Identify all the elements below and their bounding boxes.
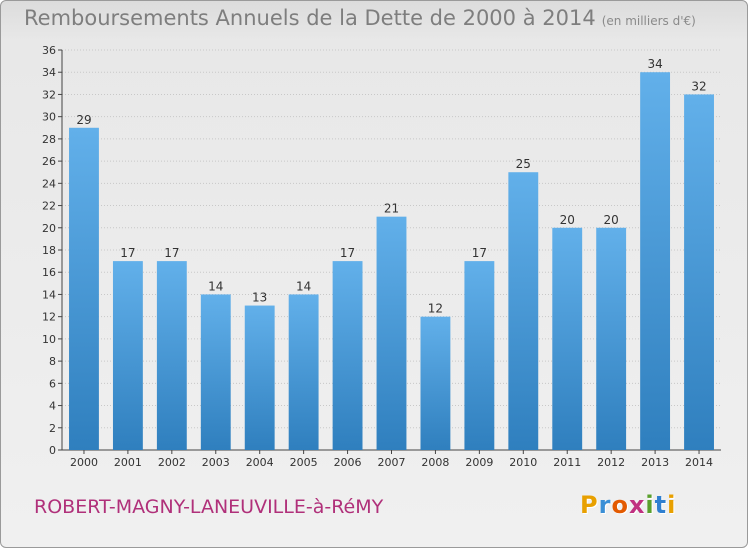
y-tick-label: 8 — [49, 355, 56, 368]
y-tick-label: 32 — [42, 88, 56, 101]
y-tick-label: 4 — [49, 400, 56, 413]
logo-letter: i — [667, 491, 677, 519]
bar-value-label: 17 — [340, 246, 355, 260]
bar-value-label: 13 — [252, 291, 267, 305]
chart-subtitle: (en milliers d'€) — [601, 14, 696, 28]
y-tick-label: 34 — [42, 66, 56, 79]
x-tick-label: 2011 — [553, 456, 581, 469]
bar-value-label: 14 — [296, 279, 311, 293]
bar — [464, 261, 495, 450]
bar — [156, 261, 187, 450]
y-tick-label: 18 — [42, 244, 56, 257]
chart-title: Remboursements Annuels de la Dette de 20… — [24, 6, 696, 30]
x-tick-label: 2004 — [246, 456, 274, 469]
y-tick-label: 0 — [49, 444, 56, 457]
bar — [640, 72, 671, 450]
bar — [684, 94, 714, 450]
bar-value-label: 17 — [120, 246, 135, 260]
y-tick-label: 12 — [42, 311, 56, 324]
chart-title-text: Remboursements Annuels de la Dette de 20… — [24, 6, 596, 30]
bar — [552, 227, 583, 450]
x-tick-label: 2012 — [597, 456, 625, 469]
x-tick-label: 2001 — [114, 456, 142, 469]
y-tick-label: 20 — [42, 222, 56, 235]
logo-letter: t — [654, 491, 668, 519]
bar — [200, 294, 231, 450]
bar-value-label: 25 — [516, 157, 531, 171]
y-tick-label: 16 — [42, 266, 56, 279]
bar — [112, 261, 143, 450]
bar-value-label: 12 — [428, 302, 443, 316]
bar-value-label: 21 — [384, 202, 399, 216]
bar — [332, 261, 363, 450]
x-tick-label: 2005 — [290, 456, 318, 469]
bar — [244, 305, 275, 450]
bar-value-label: 34 — [647, 57, 662, 71]
bar — [69, 127, 99, 451]
bar — [420, 316, 451, 450]
x-tick-label: 2009 — [465, 456, 493, 469]
x-tick-label: 2006 — [334, 456, 362, 469]
bar-value-label: 29 — [76, 113, 91, 127]
y-tick-label: 14 — [42, 288, 56, 301]
x-tick-label: 2010 — [509, 456, 537, 469]
logo-letter: i — [645, 491, 655, 519]
bar-value-label: 17 — [164, 246, 179, 260]
x-tick-label: 2000 — [70, 456, 98, 469]
proxiti-logo: Proxiti — [580, 491, 676, 519]
x-tick-label: 2002 — [158, 456, 186, 469]
bar — [376, 216, 407, 450]
logo-letter: o — [611, 491, 629, 519]
bar — [596, 227, 627, 450]
y-tick-label: 24 — [42, 177, 56, 190]
town-name: ROBERT-MAGNY-LANEUVILLE-à-RéMY — [34, 496, 384, 518]
y-tick-label: 22 — [42, 200, 56, 213]
x-tick-label: 2007 — [378, 456, 406, 469]
y-tick-label: 10 — [42, 333, 56, 346]
x-tick-label: 2014 — [685, 456, 713, 469]
x-tick-label: 2008 — [421, 456, 449, 469]
bar — [508, 172, 539, 450]
logo-letter: r — [598, 491, 612, 519]
bar-value-label: 32 — [691, 79, 706, 93]
x-tick-label: 2003 — [202, 456, 230, 469]
bar-value-label: 20 — [560, 213, 575, 227]
y-tick-label: 6 — [49, 377, 56, 390]
y-tick-label: 26 — [42, 155, 56, 168]
logo-letter: P — [580, 491, 599, 519]
bar-value-label: 17 — [472, 246, 487, 260]
bar-value-label: 20 — [604, 213, 619, 227]
bar — [288, 294, 319, 450]
x-tick-label: 2013 — [641, 456, 669, 469]
y-tick-label: 2 — [49, 422, 56, 435]
y-tick-label: 36 — [42, 44, 56, 57]
logo-letter: x — [628, 491, 646, 519]
bar-value-label: 14 — [208, 279, 223, 293]
y-tick-label: 28 — [42, 133, 56, 146]
y-tick-label: 30 — [42, 111, 56, 124]
